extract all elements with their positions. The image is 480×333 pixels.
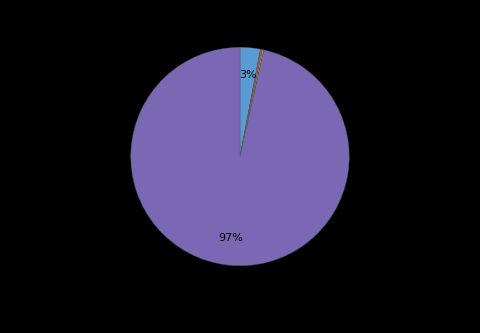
Wedge shape (240, 50, 264, 157)
Text: 3%: 3% (239, 70, 256, 80)
Wedge shape (131, 47, 349, 266)
Wedge shape (240, 49, 263, 157)
Text: 97%: 97% (218, 233, 243, 243)
Wedge shape (240, 47, 261, 157)
